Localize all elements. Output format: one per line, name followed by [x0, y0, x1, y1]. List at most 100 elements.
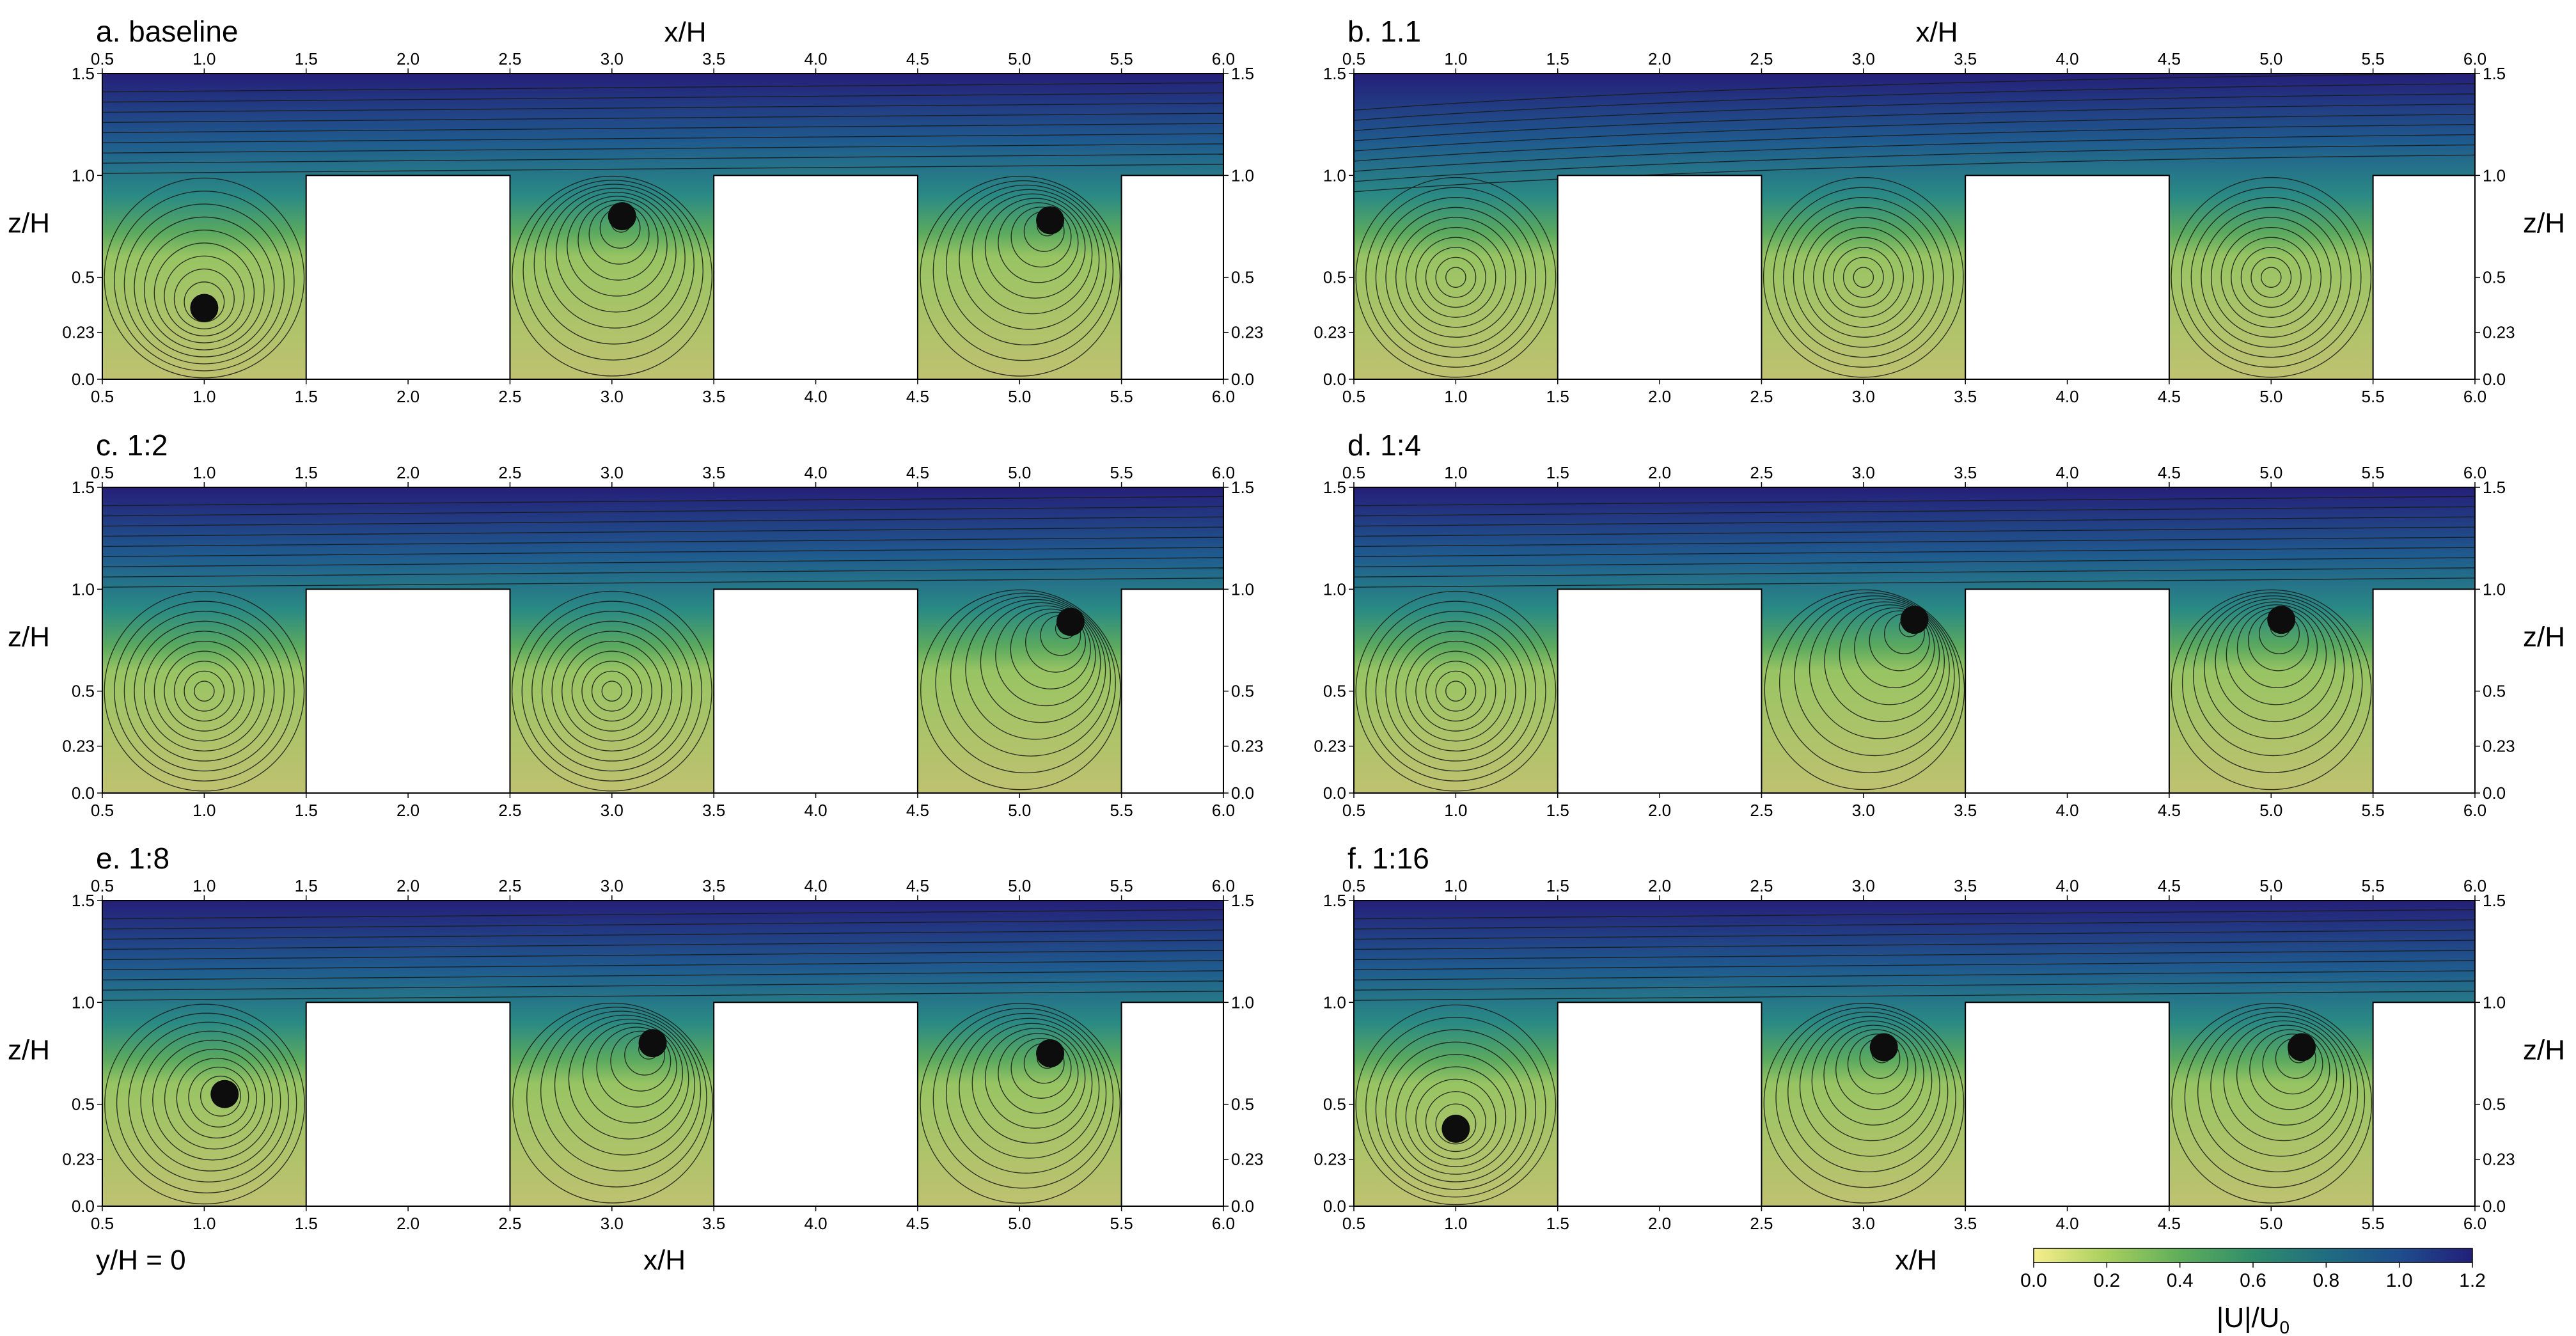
y-tick-label-left: 1.0: [1323, 166, 1346, 185]
plot-frame: [1353, 900, 2476, 1207]
streamline: [1375, 197, 1537, 358]
streamline: [1803, 217, 1924, 338]
streamline: [123, 203, 285, 365]
x-axis-label-bottom-left: x/H: [643, 1245, 686, 1276]
x-tick-label-top: 2.0: [397, 49, 420, 68]
streamline: [541, 620, 682, 762]
y-tick-label-right: 0.0: [2483, 370, 2506, 389]
streamline: [945, 1012, 1107, 1174]
streamline: [591, 670, 632, 712]
x-tick-label-bottom: 3.5: [1954, 1214, 1977, 1233]
streamline: [173, 661, 235, 722]
plot-frame: [1353, 487, 2476, 794]
x-tick-label-top: 5.0: [2259, 49, 2282, 68]
x-tick-label-top: 0.5: [91, 463, 114, 482]
x-tick-label-bottom: 4.5: [2158, 801, 2181, 820]
x-tick-label-bottom: 1.5: [295, 1214, 318, 1233]
building: [1557, 588, 1763, 794]
x-tick-label-top: 1.0: [1444, 49, 1467, 68]
y-tick-label-right: 1.5: [1231, 64, 1254, 83]
x-tick-label-bottom: 1.5: [295, 387, 318, 406]
y-tick-label-left: 1.0: [72, 993, 95, 1012]
building: [713, 1002, 918, 1207]
panel-title: d. 1:4: [1347, 428, 1421, 462]
streamline: [200, 1075, 241, 1117]
y-tick-label-right: 1.0: [2483, 993, 2506, 1012]
streamline: [965, 599, 1106, 740]
streamline: [1425, 1091, 1486, 1152]
y-tick-label-right: 1.5: [1231, 478, 1254, 497]
x-tick-label-bottom: 0.5: [91, 1214, 114, 1233]
streamline: [920, 176, 1121, 377]
x-tick-label-bottom: 5.0: [2259, 801, 2282, 820]
y-tick-label-right: 0.23: [1231, 737, 1264, 756]
x-tick-label-bottom: 3.0: [1852, 801, 1875, 820]
plot-frame: [102, 73, 1224, 380]
vortex-core: [1036, 1039, 1065, 1067]
streamline: [959, 1018, 1100, 1159]
y-tick-label-left: 0.23: [62, 323, 95, 342]
x-tick-label-top: 5.5: [1110, 876, 1133, 895]
x-tick-label-top: 6.0: [1212, 876, 1235, 895]
building: [1557, 1002, 1763, 1207]
velocity-field: [102, 487, 1223, 793]
y-tick-label-left: 1.5: [1323, 891, 1346, 910]
streamline: [533, 184, 695, 345]
streamline: [1842, 256, 1884, 298]
x-tick-label-top: 3.5: [702, 49, 725, 68]
building: [713, 588, 918, 794]
x-tick-label-bottom: 3.0: [601, 387, 624, 406]
streamline: [104, 590, 305, 792]
y-tick-label-right: 0.23: [2483, 323, 2515, 342]
x-tick-label-bottom: 1.5: [1546, 387, 1569, 406]
y-tick-label-left: 1.5: [1323, 478, 1346, 497]
streamline: [555, 191, 677, 313]
x-tick-label-top: 4.5: [2158, 876, 2181, 895]
streamline: [1353, 93, 2476, 131]
panel-a: 0.5 0.5 1.0 1.0 1.5 1.5 2.0 2.0 2.5 2.5 3.0 3.0 3.5 3…: [8, 15, 1264, 406]
velocity-field: [1354, 74, 2475, 379]
panel-title: e. 1:8: [96, 842, 169, 875]
streamline: [2250, 256, 2292, 298]
y-tick-label-left: 1.0: [72, 166, 95, 185]
x-axis-label-top: x/H: [1916, 17, 1958, 48]
streamline: [2240, 247, 2302, 308]
x-tick-label-top: 3.0: [601, 463, 624, 482]
y-tick-label-left: 0.0: [1323, 1197, 1346, 1216]
streamline: [1010, 608, 1091, 689]
building: [1965, 175, 2170, 380]
streamline: [164, 650, 245, 732]
x-tick-label-top: 5.0: [1008, 463, 1031, 482]
x-tick-label-bottom: 4.5: [906, 1214, 929, 1233]
streamline: [522, 180, 703, 361]
streamline: [1405, 1066, 1507, 1167]
streamline: [123, 611, 285, 772]
x-tick-label-bottom: 0.5: [1342, 1214, 1365, 1233]
x-tick-label-top: 0.5: [91, 49, 114, 68]
x-tick-label-bottom: 2.5: [1750, 387, 1773, 406]
x-tick-label-top: 4.0: [804, 463, 827, 482]
streamline: [2262, 1033, 2323, 1095]
x-tick-label-bottom: 3.5: [702, 801, 725, 820]
x-tick-label-top: 5.0: [1008, 49, 1031, 68]
streamline: [1375, 611, 1537, 772]
x-tick-label-bottom: 4.0: [804, 1214, 827, 1233]
x-tick-label-top: 4.5: [906, 463, 929, 482]
streamline: [1839, 604, 1940, 705]
streamline: [920, 589, 1121, 790]
streamline: [1854, 607, 1935, 689]
x-tick-label-top: 6.0: [1212, 463, 1235, 482]
streamline: [601, 680, 623, 702]
x-tick-label-bottom: 3.0: [1852, 1214, 1875, 1233]
streamline: [551, 631, 673, 752]
streamline: [998, 1033, 1079, 1114]
streamline: [2215, 601, 2336, 723]
building: [2372, 1002, 2476, 1207]
x-tick-label-top: 4.5: [906, 876, 929, 895]
x-tick-label-bottom: 2.0: [1648, 387, 1671, 406]
streamline: [2249, 1029, 2330, 1110]
x-tick-label-bottom: 3.5: [702, 387, 725, 406]
streamline: [512, 1002, 713, 1204]
y-tick-label-left: 0.23: [1314, 323, 1346, 342]
building: [1965, 1002, 2170, 1207]
